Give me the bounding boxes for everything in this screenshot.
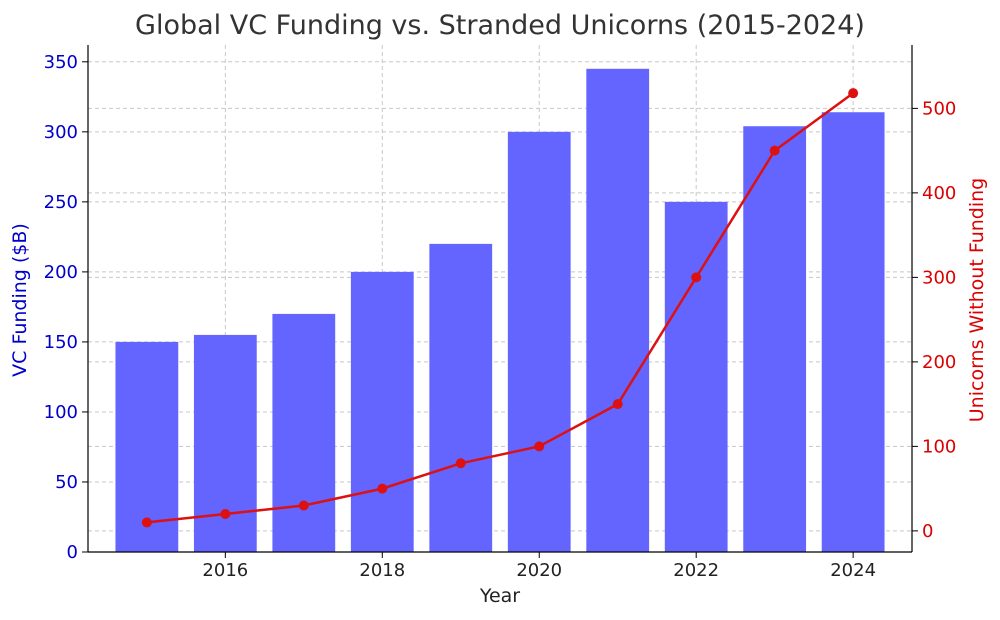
y-tick-label-left: 350 xyxy=(44,52,78,73)
bar xyxy=(429,243,493,552)
bar xyxy=(586,68,650,553)
y-tick-label-left: 0 xyxy=(67,542,78,563)
line-point xyxy=(612,399,623,410)
axes: 2016 2018 2020 2022 2024 0 50 100 150 200 250 300 35… xyxy=(44,45,956,581)
y-axis-right-label: Unicorns Without Funding xyxy=(966,178,988,422)
y-tick-label-left: 100 xyxy=(44,402,78,423)
bar xyxy=(115,341,179,552)
y-axis-left-label: VC Funding ($B) xyxy=(9,223,31,377)
line-point xyxy=(534,441,545,452)
y-tick-label-left: 50 xyxy=(55,472,78,493)
y-tick-label-left: 250 xyxy=(44,192,78,213)
bar xyxy=(664,201,728,552)
line-point xyxy=(141,517,152,528)
y-tick-label-right: 300 xyxy=(922,267,956,288)
y-tick-label-right: 0 xyxy=(922,521,933,542)
y-tick-label-left: 300 xyxy=(44,122,78,143)
line-point xyxy=(377,483,388,494)
y-tick-label-right: 200 xyxy=(922,352,956,373)
x-tick-label: 2020 xyxy=(516,560,562,581)
line-point xyxy=(220,508,231,519)
bar xyxy=(743,126,807,552)
line-point xyxy=(691,272,702,283)
x-tick-label: 2016 xyxy=(202,560,248,581)
x-tick-label: 2018 xyxy=(359,560,405,581)
bar xyxy=(193,334,257,552)
y-tick-label-right: 100 xyxy=(922,436,956,457)
bar xyxy=(350,271,414,552)
series-line xyxy=(146,92,854,524)
chart-title: Global VC Funding vs. Stranded Unicorns … xyxy=(135,10,865,41)
bar xyxy=(272,313,336,552)
x-axis-label: Year xyxy=(479,585,520,607)
bar xyxy=(507,131,571,552)
bar-series xyxy=(115,68,885,553)
line-point xyxy=(848,88,859,99)
bar xyxy=(821,112,885,553)
x-tick-label: 2022 xyxy=(673,560,719,581)
line-point xyxy=(455,458,466,469)
line-point xyxy=(769,145,780,156)
y-tick-label-left: 200 xyxy=(44,262,78,283)
line-point xyxy=(298,500,309,511)
x-tick-label: 2024 xyxy=(830,560,876,581)
y-tick-label-right: 400 xyxy=(922,183,956,204)
y-tick-label-left: 150 xyxy=(44,332,78,353)
line-series xyxy=(141,88,859,528)
y-tick-label-right: 500 xyxy=(922,98,956,119)
